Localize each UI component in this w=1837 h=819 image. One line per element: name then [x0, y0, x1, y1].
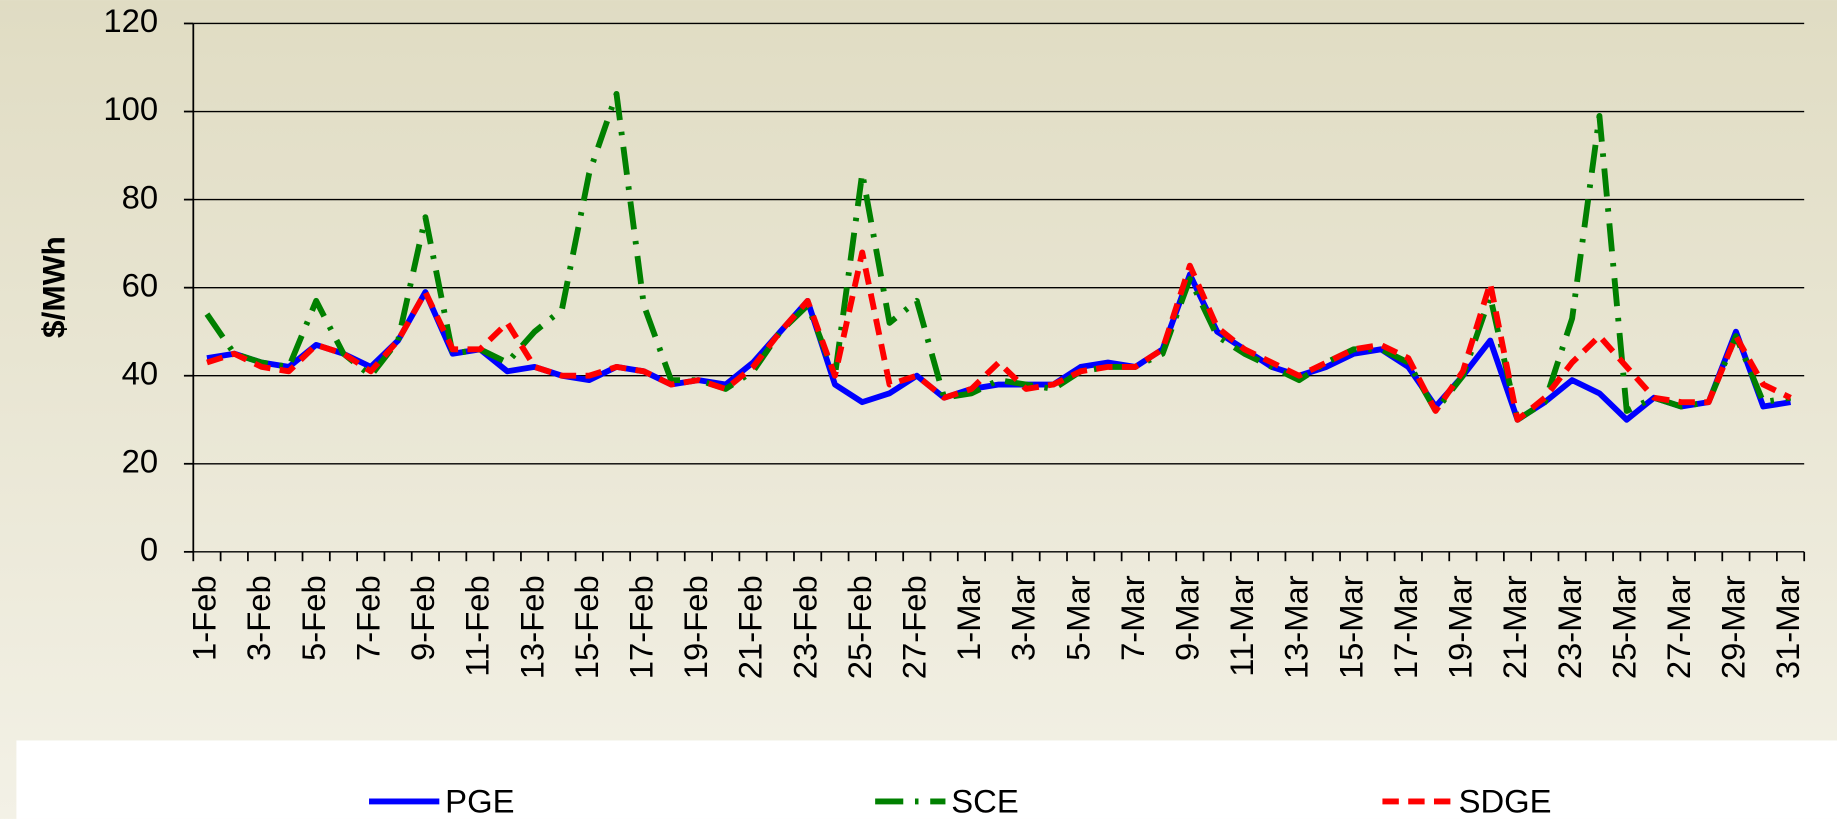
x-tick-label: 11-Feb — [459, 575, 496, 676]
y-axis-label: $/MWh — [36, 236, 72, 338]
y-tick-label: 60 — [122, 266, 158, 303]
y-tick-label: 80 — [122, 178, 158, 215]
y-tick-label: 0 — [140, 531, 158, 568]
legend-label: PGE — [445, 782, 514, 819]
legend-label: SDGE — [1459, 782, 1552, 819]
legend-label: SCE — [951, 782, 1018, 819]
x-tick-label: 9-Feb — [404, 575, 441, 661]
x-tick-label: 15-Feb — [568, 575, 605, 679]
x-tick-label: 1-Mar — [950, 575, 987, 661]
x-tick-label: 19-Mar — [1442, 575, 1479, 679]
x-tick-label: 21-Feb — [732, 575, 769, 679]
x-tick-label: 25-Mar — [1605, 575, 1642, 679]
x-tick-label: 7-Mar — [1114, 575, 1151, 661]
x-tick-label: 29-Mar — [1715, 575, 1752, 679]
x-tick-label: 5-Feb — [295, 575, 332, 661]
x-tick-label: 31-Mar — [1769, 575, 1806, 679]
x-tick-label: 15-Mar — [1332, 575, 1369, 679]
x-tick-label: 3-Mar — [1005, 575, 1042, 661]
x-tick-label: 25-Feb — [841, 575, 878, 679]
x-tick-label: 13-Feb — [513, 575, 550, 679]
y-tick-label: 40 — [122, 354, 158, 391]
x-tick-label: 9-Mar — [1169, 575, 1206, 661]
x-tick-label: 17-Feb — [622, 575, 659, 679]
x-tick-label: 27-Feb — [896, 575, 933, 679]
x-tick-label: 3-Feb — [240, 575, 277, 661]
x-tick-label: 17-Mar — [1387, 575, 1424, 679]
x-tick-label: 19-Feb — [677, 575, 714, 679]
x-tick-label: 5-Mar — [1059, 575, 1096, 661]
x-tick-label: 7-Feb — [349, 575, 386, 661]
x-tick-label: 27-Mar — [1660, 575, 1697, 679]
y-tick-label: 20 — [122, 442, 158, 479]
series-line — [204, 90, 1792, 423]
legend-box — [16, 740, 1837, 819]
series-line — [206, 249, 1792, 423]
x-tick-label: 23-Mar — [1551, 575, 1588, 679]
y-tick-label: 100 — [103, 90, 158, 127]
x-tick-label: 13-Mar — [1278, 575, 1315, 679]
x-tick-label: 23-Feb — [786, 575, 823, 679]
y-tick-label: 120 — [103, 2, 158, 39]
x-tick-label: 11-Mar — [1223, 575, 1260, 677]
x-tick-label: 1-Feb — [186, 575, 223, 661]
x-tick-label: 21-Mar — [1496, 575, 1533, 679]
